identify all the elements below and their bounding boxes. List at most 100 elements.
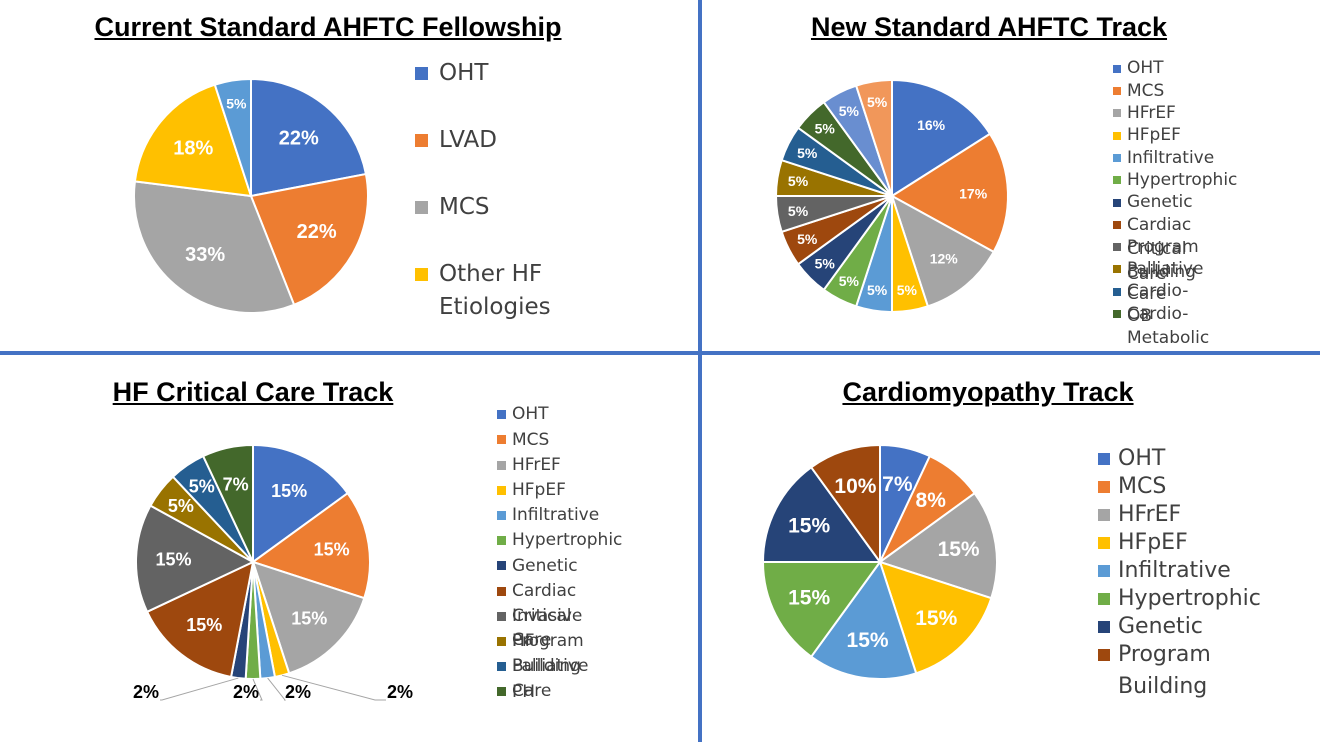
- data-label: 8%: [916, 489, 947, 512]
- legend-label: HFpEF: [1118, 530, 1188, 555]
- chart-title: Cardiomyopathy Track: [842, 377, 1134, 407]
- vertical-divider: [698, 0, 702, 742]
- legend-swatch: [1098, 480, 1110, 493]
- pie-slice-invasive-hf: [135, 504, 256, 614]
- legend-swatch: [497, 586, 506, 596]
- pie-slice-mcs: [890, 132, 1009, 254]
- pie-slice-mcs: [133, 180, 296, 314]
- pie-slice-oht: [891, 78, 992, 198]
- data-label: 5%: [797, 231, 818, 247]
- chart-title: New Standard AHFTC Track: [810, 12, 1168, 42]
- data-label: 22%: [297, 221, 337, 243]
- data-label: 2%: [285, 682, 311, 702]
- data-label: 15%: [314, 540, 350, 560]
- legend-label: Cardiac Critical Care: [512, 580, 577, 651]
- data-label: 15%: [186, 615, 222, 635]
- legend-label: Genetic: [1118, 614, 1203, 640]
- data-label: 15%: [291, 608, 327, 628]
- legend-label: Palliative Care: [512, 656, 589, 702]
- legend-label: HFrEF: [1118, 501, 1182, 527]
- data-label: 7%: [882, 473, 913, 496]
- legend-label: OHT: [1127, 58, 1164, 79]
- data-label: 10%: [834, 475, 876, 498]
- data-label: 15%: [155, 550, 191, 570]
- pie-slice-oht: [250, 77, 368, 198]
- data-label: 15%: [271, 481, 307, 501]
- legend-swatch: [1113, 153, 1121, 162]
- data-label: 15%: [938, 538, 980, 561]
- legend-swatch: [1098, 508, 1110, 521]
- data-label: 15%: [915, 607, 957, 630]
- legend-label: Hypertrophic: [512, 530, 623, 551]
- legend-swatch: [497, 511, 506, 521]
- legend-swatch: [1113, 198, 1121, 207]
- legend-label: Palliative Care: [1127, 259, 1204, 304]
- data-label: 5%: [788, 173, 809, 189]
- pie-slice-oht: [252, 443, 350, 564]
- legend-swatch: [497, 687, 506, 697]
- legend-swatch: [1113, 64, 1121, 73]
- legend-swatch: [1098, 536, 1110, 549]
- leader-line: [281, 674, 386, 701]
- data-label: 18%: [173, 137, 213, 159]
- legend-label: Program Building: [1118, 642, 1211, 700]
- pie-slice-cardiac-critical-care: [145, 560, 255, 679]
- legend-swatch: [497, 460, 506, 470]
- legend-label: Infiltrative: [1127, 147, 1215, 168]
- legend-swatch: [415, 133, 428, 147]
- data-label: 5%: [815, 121, 836, 137]
- pie-slice-hypertrophic: [761, 561, 882, 659]
- data-label: 5%: [839, 273, 860, 289]
- data-label: 5%: [189, 477, 215, 497]
- legend-label: Other HF Etiologies: [439, 260, 551, 320]
- data-label: 2%: [387, 682, 413, 702]
- legend-label: Cardio-OB: [1127, 281, 1189, 327]
- legend-swatch: [1098, 649, 1110, 662]
- legend-swatch: [497, 611, 506, 621]
- legend-label: Program Building: [1127, 236, 1199, 282]
- legend-label: Infiltrative: [1118, 558, 1231, 584]
- legend-swatch: [415, 267, 428, 281]
- legend-label: Genetic: [512, 555, 578, 576]
- pie-slice-other-4: [213, 77, 252, 197]
- pie-slice-lvad: [249, 172, 369, 307]
- legend-swatch: [1113, 243, 1121, 252]
- legend-swatch: [1113, 310, 1121, 319]
- legend-label: Genetic: [1127, 192, 1193, 213]
- data-label: 5%: [867, 94, 888, 110]
- pie-slice-hfref: [877, 491, 998, 600]
- pie-slice-hfref: [890, 193, 996, 308]
- legend-label: Infiltrative: [512, 505, 600, 526]
- legend-swatch: [497, 662, 506, 672]
- legend-label: HFrEF: [1127, 103, 1176, 124]
- data-label: 17%: [959, 185, 988, 201]
- legend-swatch: [497, 536, 506, 546]
- legend-label: MCS: [512, 429, 550, 450]
- legend-swatch: [415, 66, 428, 80]
- legend-swatch: [497, 410, 506, 420]
- legend-swatch: [1098, 593, 1110, 606]
- legend-label: MCS: [1118, 473, 1167, 499]
- leader-line: [252, 678, 263, 701]
- legend-swatch: [497, 637, 506, 647]
- data-label: 5%: [226, 96, 247, 112]
- leader-line: [160, 677, 239, 701]
- legend-label: HFpEF: [512, 480, 566, 501]
- legend-label: HFpEF: [1127, 125, 1181, 146]
- data-label: 2%: [233, 682, 259, 702]
- legend-label: PH: [512, 681, 536, 702]
- pie-slice-other-hf-etiologies: [133, 83, 253, 198]
- legend-swatch: [1113, 287, 1121, 296]
- data-label: 33%: [185, 244, 225, 266]
- legend-label: OHT: [1118, 445, 1166, 471]
- legend-label: OHT: [512, 404, 549, 425]
- legend-label: LVAD: [439, 126, 497, 153]
- legend-label: Cardiac Critical Care: [1127, 214, 1192, 284]
- pie-slice-ph: [201, 443, 254, 563]
- legend-label: OHT: [439, 59, 489, 86]
- pie-slice-mcs: [250, 491, 371, 600]
